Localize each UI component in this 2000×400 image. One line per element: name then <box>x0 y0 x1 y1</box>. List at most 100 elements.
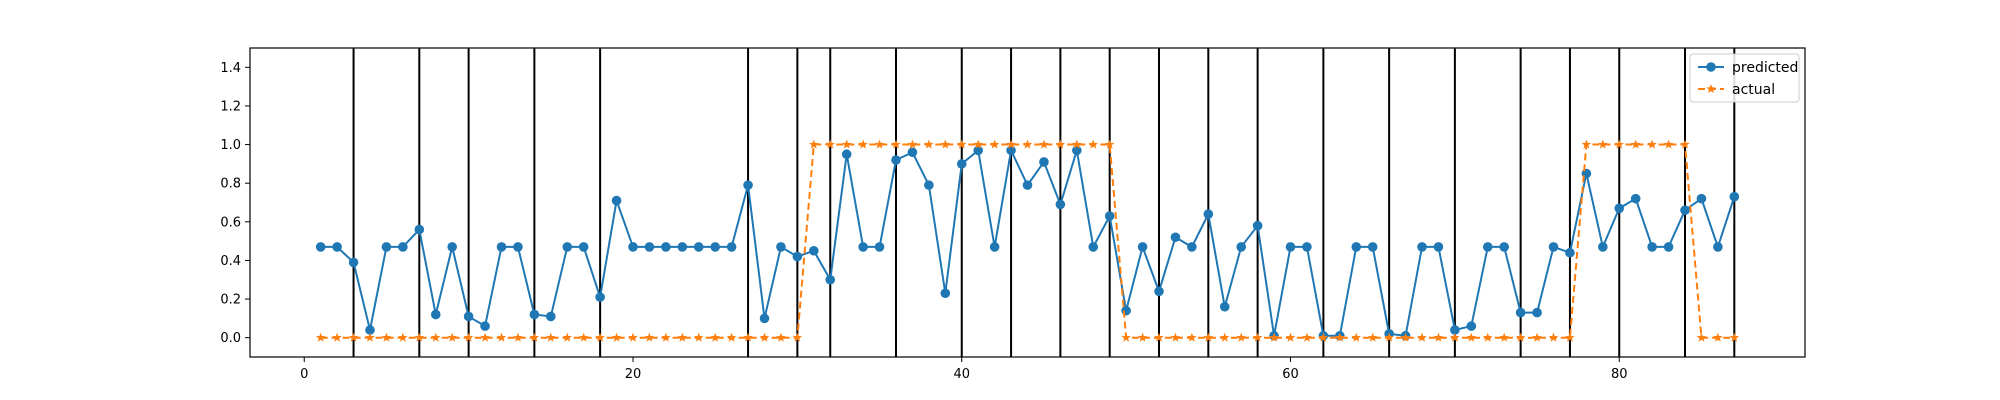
data-point-predicted <box>1055 199 1066 210</box>
data-point-actual <box>480 332 490 342</box>
y-tick-label: 0.2 <box>220 293 241 308</box>
data-point-predicted <box>956 159 967 169</box>
data-point-actual <box>1121 332 1131 342</box>
data-point-predicted <box>315 242 326 252</box>
data-point-actual <box>661 332 671 342</box>
y-tick-label: 0.8 <box>220 177 241 192</box>
data-point-actual <box>1022 139 1033 149</box>
series-predicted <box>315 145 1740 341</box>
data-point-predicted <box>1203 209 1214 219</box>
data-point-predicted <box>1367 242 1378 252</box>
data-point-actual <box>546 332 556 342</box>
legend-marker <box>1706 62 1716 72</box>
data-point-predicted <box>546 311 556 322</box>
data-point-actual <box>1154 332 1164 342</box>
data-point-actual <box>809 139 819 149</box>
data-point-actual <box>1663 139 1674 149</box>
legend-entry-actual: actual <box>1698 82 1775 98</box>
x-tick-label: 60 <box>1282 367 1299 382</box>
data-point-actual <box>710 332 720 342</box>
data-point-actual <box>776 332 786 342</box>
data-point-actual <box>611 332 622 342</box>
data-point-actual <box>1055 139 1066 149</box>
data-point-predicted <box>398 242 408 252</box>
data-point-predicted <box>1285 242 1296 252</box>
data-point-actual <box>1433 332 1444 342</box>
data-point-actual <box>743 332 753 342</box>
data-point-actual <box>315 332 326 342</box>
data-point-predicted <box>1680 205 1690 216</box>
data-point-actual <box>1285 332 1296 342</box>
data-point-actual <box>496 332 507 342</box>
data-point-predicted <box>1565 247 1575 258</box>
data-point-actual <box>973 139 983 149</box>
data-point-predicted <box>332 242 342 252</box>
data-point-predicted <box>365 325 375 335</box>
data-point-actual <box>529 332 540 342</box>
data-point-actual <box>891 139 901 149</box>
data-point-predicted <box>1154 286 1164 297</box>
data-point-actual <box>1384 332 1394 342</box>
data-point-predicted <box>1614 203 1625 214</box>
data-point-predicted <box>1006 145 1016 156</box>
x-tick-label: 20 <box>625 367 642 382</box>
data-point-actual <box>562 332 572 342</box>
data-point-actual <box>414 332 425 342</box>
data-point-predicted <box>1252 220 1263 231</box>
data-point-actual <box>1318 332 1329 342</box>
data-point-predicted <box>1729 191 1740 202</box>
data-point-actual <box>1729 332 1740 342</box>
series-actual <box>315 139 1740 342</box>
data-point-predicted <box>1630 193 1641 204</box>
data-point-predicted <box>1598 242 1608 252</box>
data-point-predicted <box>595 292 605 302</box>
data-point-predicted <box>1302 242 1312 252</box>
data-point-predicted <box>858 242 868 252</box>
data-point-predicted <box>348 257 359 268</box>
data-point-predicted <box>825 274 836 285</box>
data-point-predicted <box>924 180 934 190</box>
data-point-actual <box>398 332 408 342</box>
data-point-actual <box>447 332 457 342</box>
legend-marker <box>1706 84 1716 94</box>
data-point-predicted <box>940 288 951 299</box>
data-point-predicted <box>1219 301 1230 312</box>
data-point-actual <box>677 332 688 342</box>
data-point-actual <box>1483 332 1493 342</box>
data-point-predicted <box>1647 242 1657 252</box>
data-point-predicted <box>1088 242 1099 252</box>
data-point-predicted <box>1236 242 1246 252</box>
data-point-actual <box>1104 139 1115 149</box>
data-point-actual <box>1269 332 1279 342</box>
data-point-actual <box>365 332 375 342</box>
data-point-predicted <box>792 251 803 262</box>
data-point-predicted <box>1532 307 1542 318</box>
y-tick-label: 1.2 <box>220 99 241 114</box>
data-point-predicted <box>759 313 770 324</box>
data-point-actual <box>1400 332 1411 342</box>
series-group <box>315 139 1740 342</box>
data-point-predicted <box>1466 321 1477 331</box>
data-point-predicted <box>891 155 901 165</box>
data-point-actual <box>1039 139 1049 149</box>
y-tick-label: 0.6 <box>220 215 241 230</box>
data-point-predicted <box>1039 157 1049 167</box>
data-point-actual <box>1532 332 1542 342</box>
data-point-predicted <box>1104 211 1115 221</box>
data-point-predicted <box>1450 325 1460 335</box>
data-point-actual <box>1088 139 1099 149</box>
data-point-actual <box>513 332 523 342</box>
x-tick-label: 0 <box>300 367 308 382</box>
data-point-predicted <box>1417 242 1427 252</box>
legend-label: actual <box>1732 82 1775 98</box>
data-point-actual <box>726 332 737 342</box>
data-point-actual <box>463 332 474 342</box>
legend-label: predicted <box>1732 60 1798 76</box>
data-point-actual <box>956 139 967 149</box>
data-point-actual <box>1252 332 1263 342</box>
data-point-actual <box>1548 332 1559 342</box>
data-point-actual <box>1565 332 1575 342</box>
data-point-actual <box>1713 332 1723 342</box>
data-point-actual <box>907 139 918 149</box>
data-point-predicted <box>743 180 753 190</box>
